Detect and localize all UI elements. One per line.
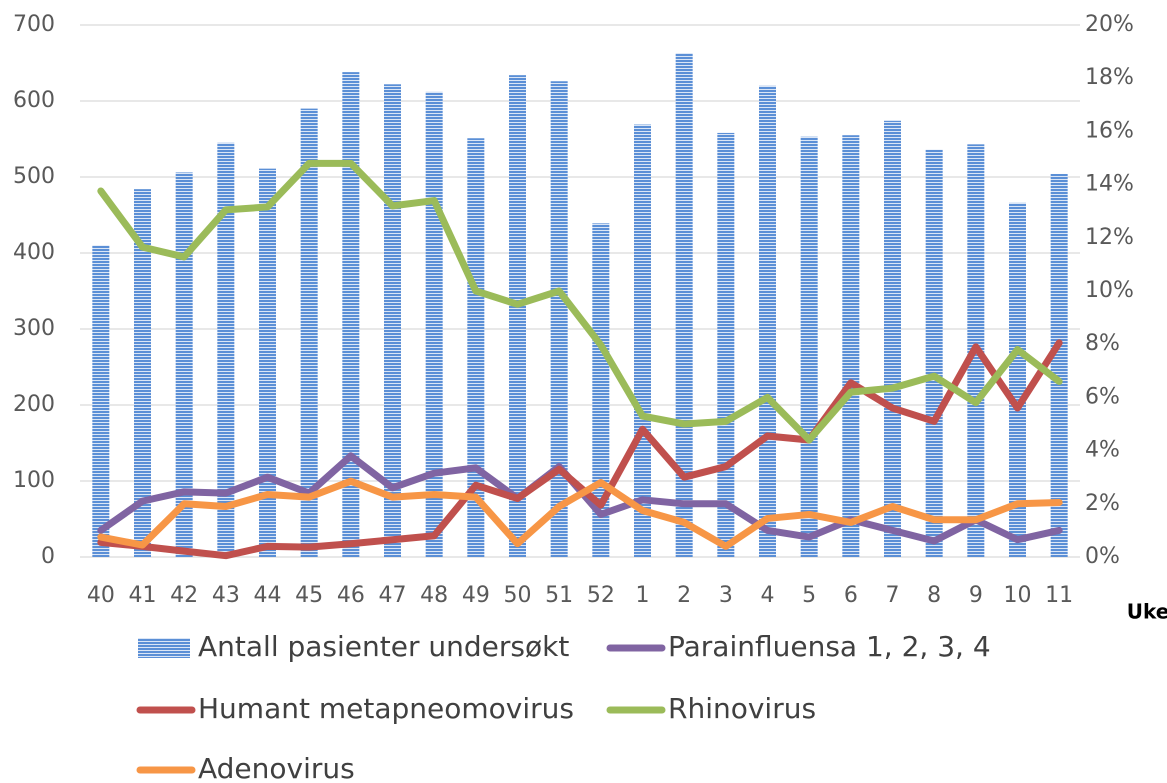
x-tick-label: 41 [129,583,157,608]
legend-swatch [138,638,190,658]
x-tick-label: 42 [170,583,198,608]
x-tick-label: 50 [504,583,532,608]
line [97,477,1063,550]
bar [759,85,776,558]
x-tick-label: 9 [969,583,983,608]
line [97,159,1063,444]
x-tick-label: 2 [677,583,691,608]
x-tick-label: 1 [636,583,650,608]
bar [1050,173,1068,557]
y2-tick-label: 8% [1085,331,1120,356]
bar [92,245,110,557]
y-tick-label: 500 [13,164,55,189]
bar [425,91,443,557]
bar [175,172,193,557]
x-tick-label: 49 [462,583,490,608]
y2-tick-label: 10% [1085,278,1134,303]
y-tick-label: 400 [13,240,55,265]
bar [550,81,568,558]
y-tick-label: 200 [13,392,55,417]
x-tick-label: 11 [1045,583,1073,608]
bar [884,120,901,557]
y2-tick-label: 6% [1085,384,1120,409]
x-tick-label: 46 [337,583,365,608]
x-tick-label: 43 [212,583,240,608]
x-tick-label: 48 [420,583,448,608]
x-tick-label: 5 [802,583,816,608]
y-tick-label: 600 [13,88,55,113]
y2-tick-label: 0% [1085,544,1120,569]
x-tick-label: 8 [927,583,941,608]
x-axis-title: Uke [1127,600,1167,624]
bar [717,132,735,558]
bar [134,189,151,557]
x-tick-label: 7 [886,583,900,608]
legend-label: Rhinovirus [668,692,816,725]
y-tick-label: 0 [41,544,55,569]
bar [342,72,360,558]
y2-tick-label: 18% [1085,65,1134,90]
y2-tick-label: 20% [1085,12,1134,37]
bar [509,75,526,557]
bar [592,223,610,558]
y-tick-label: 300 [13,316,55,341]
y2-tick-label: 14% [1085,172,1134,197]
legend-label: Adenovirus [198,752,355,783]
bar [675,53,693,558]
y2-tick-label: 12% [1085,225,1134,250]
x-tick-label: 44 [254,583,282,608]
x-tick-label: 10 [1004,583,1032,608]
bar [300,108,318,557]
legend-label: Humant metapneomovirus [198,692,574,725]
bar [217,142,235,558]
x-tick-label: 4 [761,583,775,608]
bar [800,136,818,557]
legend-label: Parainfluensa 1, 2, 3, 4 [668,630,991,663]
x-tick-label: 47 [379,583,407,608]
y2-tick-label: 16% [1085,118,1134,143]
x-tick-label: 52 [587,583,615,608]
legend-label: Antall pasienter undersøkt [198,630,569,663]
bar [1009,202,1026,557]
bar [634,124,651,557]
y-tick-label: 100 [13,468,55,493]
y-tick-label: 700 [13,12,55,37]
line [97,339,1063,560]
y2-tick-label: 2% [1085,491,1120,516]
bar [925,149,943,557]
x-tick-label: 51 [545,583,573,608]
x-tick-label: 3 [719,583,733,608]
x-tick-label: 45 [295,583,323,608]
bar [467,138,485,558]
bar [259,168,276,557]
x-tick-label: 40 [87,583,115,608]
y2-tick-label: 4% [1085,438,1120,463]
bar [842,135,860,557]
x-tick-label: 6 [844,583,858,608]
